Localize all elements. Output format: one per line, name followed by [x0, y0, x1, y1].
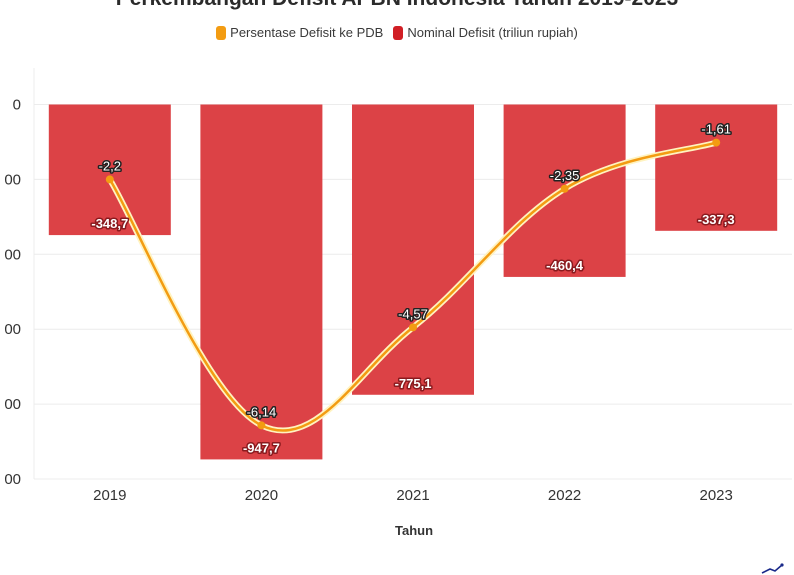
bar-value-label: -947,7 — [243, 440, 280, 455]
data-labels: -348,7 -947,7 -775,1 -460,4 -337,3 -2,2 -6,14 -… — [90, 120, 736, 457]
legend: Persentase Defisit ke PDB Nominal Defisi… — [0, 25, 794, 40]
point-value-label: -6,14 — [247, 404, 277, 419]
x-tick-label: 2023 — [700, 487, 733, 504]
bar-value-label: -337,3 — [698, 212, 735, 227]
line-point — [105, 175, 114, 184]
bar-value-label: -460,4 — [546, 258, 584, 273]
watermark-logo-icon — [761, 563, 784, 574]
x-tick-label: 2019 — [93, 487, 126, 504]
y-tick-label: 00 — [4, 171, 21, 188]
percentage-line — [105, 138, 721, 434]
y-tick-label: 00 — [4, 396, 21, 413]
line-series — [108, 141, 718, 432]
legend-label-nominal: Nominal Defisit (triliun rupiah) — [407, 25, 578, 40]
chart-title: Perkembangan Defisit APBN Indonesia Tahu… — [0, 0, 794, 11]
legend-item-nominal[interactable]: Nominal Defisit (triliun rupiah) — [393, 25, 578, 40]
line-point — [257, 421, 266, 430]
bar-value-label: -775,1 — [395, 376, 432, 391]
legend-label-percentage: Persentase Defisit ke PDB — [230, 25, 384, 40]
point-value-label: -1,61 — [701, 122, 731, 137]
bars — [48, 104, 778, 460]
line-point — [409, 323, 417, 332]
x-tick-label: 2022 — [548, 487, 581, 504]
x-tick-label: 2020 — [245, 487, 278, 504]
y-tick-label: 00 — [4, 471, 21, 488]
x-tick-label: 2021 — [396, 487, 429, 504]
legend-item-percentage[interactable]: Persentase Defisit ke PDB — [216, 25, 383, 40]
bar-value-label: -348,7 — [91, 216, 128, 231]
bar — [200, 104, 323, 460]
point-value-label: -2,35 — [550, 168, 580, 183]
line-point — [560, 184, 569, 193]
line-point — [712, 138, 721, 147]
y-tick-label: 00 — [4, 246, 21, 263]
point-value-label: -4,57 — [398, 306, 428, 321]
y-tick-label: 0 — [13, 97, 21, 114]
point-value-label: -2,2 — [99, 158, 121, 173]
x-axis-title: Tahun — [395, 523, 433, 538]
bar — [655, 104, 778, 231]
x-axis-ticks: 2019 2020 2021 2022 2023 — [93, 487, 733, 504]
legend-swatch-orange — [216, 25, 227, 40]
legend-swatch-red — [393, 25, 404, 40]
y-tick-label: 00 — [4, 321, 21, 338]
bar — [352, 104, 474, 395]
bar — [48, 104, 171, 236]
